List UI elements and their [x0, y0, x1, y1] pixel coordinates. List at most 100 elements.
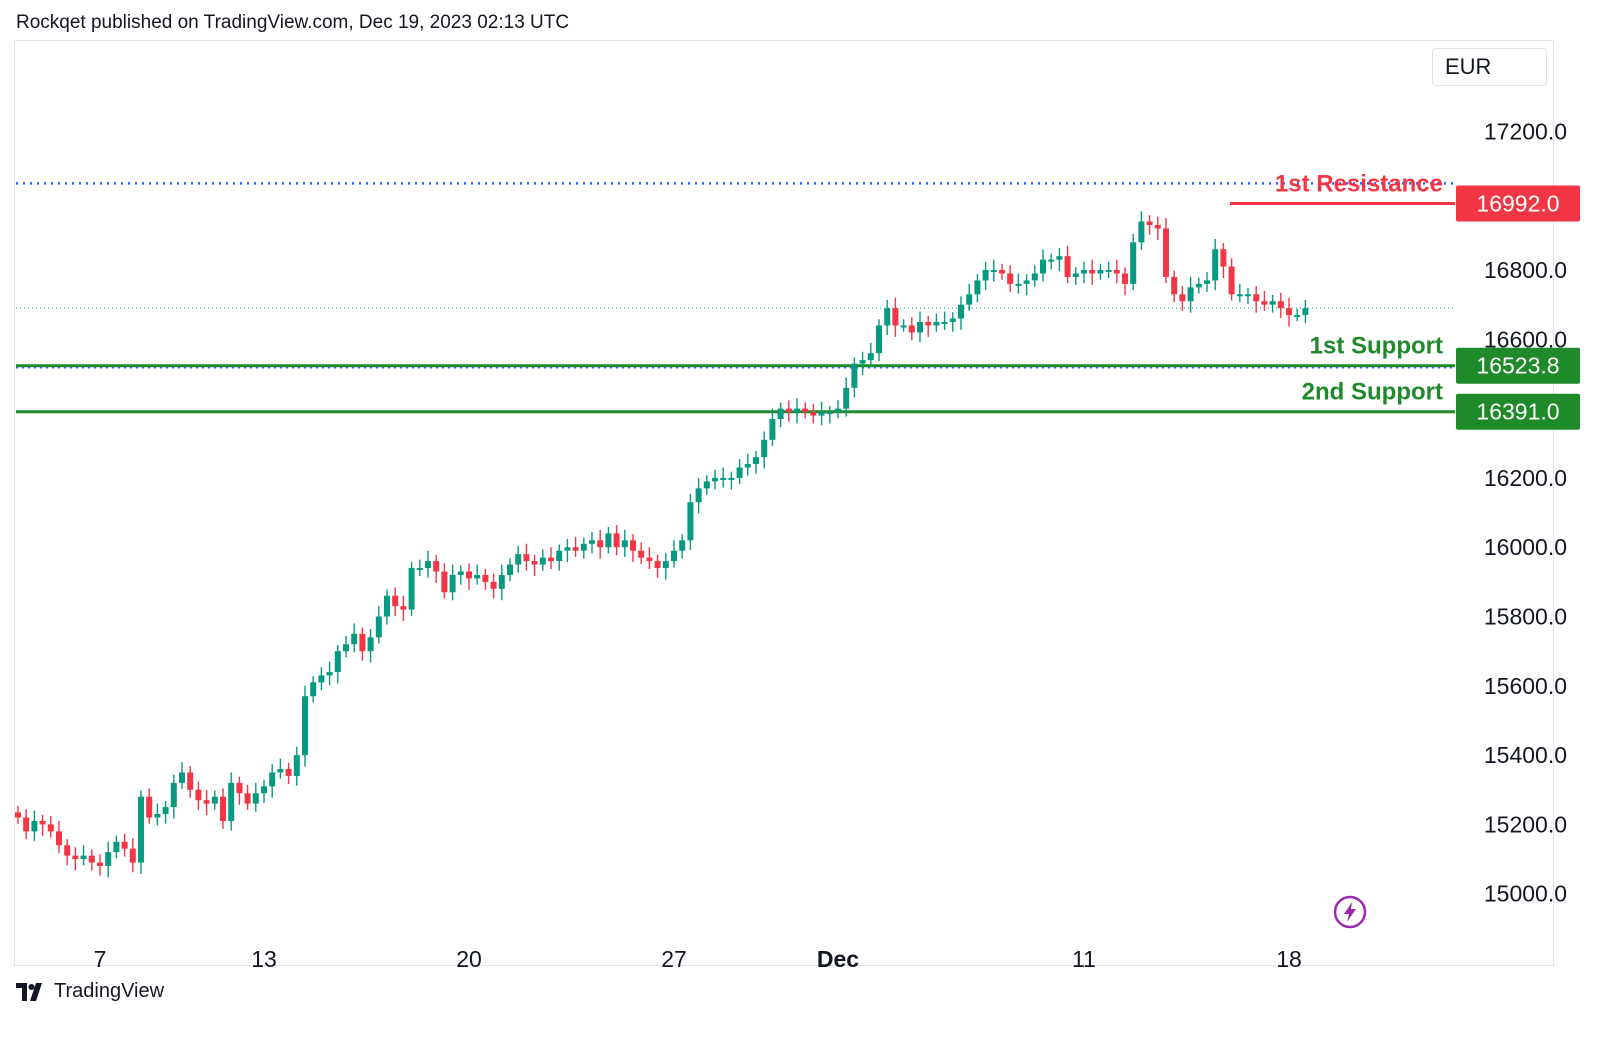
footer: TradingView [16, 980, 164, 1003]
candle-body [228, 782, 235, 821]
candle-body [835, 408, 841, 413]
candle-body [64, 845, 71, 856]
candle-body [662, 561, 669, 569]
candle-body [728, 477, 735, 480]
candle-body [589, 540, 595, 544]
candle-body [318, 675, 325, 683]
x-tick-label: 20 [456, 946, 482, 972]
candle-body [408, 568, 415, 610]
candle-body [843, 387, 850, 409]
candle-body [498, 574, 505, 589]
candle-body [826, 412, 833, 415]
candle-body [195, 789, 202, 801]
candle-body [949, 318, 956, 322]
candle-body [129, 848, 136, 863]
candle-body [761, 439, 768, 458]
level-name-1: 1st Support [1310, 333, 1443, 360]
candle-body [154, 814, 161, 818]
candle-body [1031, 273, 1038, 281]
candle-body [876, 325, 882, 354]
candle-body [982, 270, 989, 281]
candle-body [1048, 259, 1055, 262]
candle-body [990, 270, 997, 273]
candle-body [31, 820, 38, 832]
candle-body [654, 561, 661, 569]
candle-body [1195, 283, 1202, 288]
candle-body [252, 793, 259, 804]
candle-body [326, 671, 333, 676]
y-tick-label: 15800.0 [1484, 604, 1567, 630]
y-tick-label: 16200.0 [1484, 465, 1567, 491]
level-price-label-0: 16992.0 [1476, 190, 1559, 216]
candle-body [900, 325, 907, 328]
candle-body [621, 540, 628, 548]
candle-body [400, 606, 407, 610]
candle-body [1089, 270, 1096, 274]
candle-body [1122, 273, 1128, 284]
candle-body [88, 855, 95, 863]
candle-body [802, 408, 809, 413]
candle-body [851, 363, 858, 388]
candle-body [1146, 221, 1153, 225]
candle-body [744, 464, 751, 468]
y-tick-label: 15000.0 [1484, 881, 1567, 907]
candle-body [564, 547, 571, 551]
candle-body [917, 322, 923, 333]
candle-body [138, 796, 144, 863]
candle-body [1286, 308, 1292, 316]
candle-body [203, 800, 210, 804]
y-tick-label: 17200.0 [1484, 118, 1567, 144]
candle-body [39, 820, 46, 825]
candle-body [1245, 294, 1251, 297]
tradingview-logo-icon [16, 982, 42, 1001]
y-tick-label: 15200.0 [1484, 811, 1567, 837]
candle-body [1212, 249, 1219, 281]
candle-body [466, 571, 472, 579]
candle-body [302, 696, 308, 756]
candle-body [269, 772, 276, 787]
candle-body [613, 533, 620, 548]
candle-body [753, 457, 759, 465]
candle-body [966, 294, 973, 305]
candle-body [867, 353, 874, 361]
currency-selector[interactable]: EUR [1432, 48, 1547, 86]
candle-body [392, 595, 399, 607]
level-price-label-1: 16523.8 [1476, 353, 1559, 379]
candle-body [343, 644, 349, 652]
x-tick-label: 11 [1072, 946, 1096, 972]
candle-body [1072, 273, 1079, 277]
candle-body [285, 768, 292, 776]
candle-body [310, 682, 317, 697]
candle-body [244, 793, 251, 804]
candle-body [211, 796, 218, 804]
y-tick-label: 15400.0 [1484, 742, 1567, 768]
level-price-tag-0 [1456, 185, 1580, 222]
candle-body [999, 270, 1005, 274]
candle-body [375, 616, 382, 638]
candle-body [941, 322, 948, 324]
candle-body [712, 477, 718, 482]
publish-info: Rockqet published on TradingView.com, De… [16, 12, 570, 33]
candle-body [187, 772, 194, 790]
candle-body [630, 540, 636, 551]
candle-body [1236, 294, 1243, 297]
candle-body [56, 831, 62, 846]
candle-body [769, 419, 776, 440]
candle-body [47, 824, 54, 832]
candle-body [1269, 301, 1276, 305]
level-name-2: 2nd Support [1302, 379, 1443, 406]
candle-body [425, 561, 431, 569]
candle-body [277, 768, 284, 773]
candle-body [97, 862, 103, 867]
candle-body [1154, 224, 1161, 229]
candle-body [72, 855, 79, 860]
candle-body [293, 755, 300, 776]
candle-body [1040, 259, 1046, 274]
candle-body [449, 574, 456, 593]
candle-body [457, 571, 464, 575]
candle-body [261, 786, 267, 794]
candle-body [638, 550, 645, 558]
candle-body [367, 637, 374, 652]
lightning-icon[interactable] [1333, 895, 1367, 929]
